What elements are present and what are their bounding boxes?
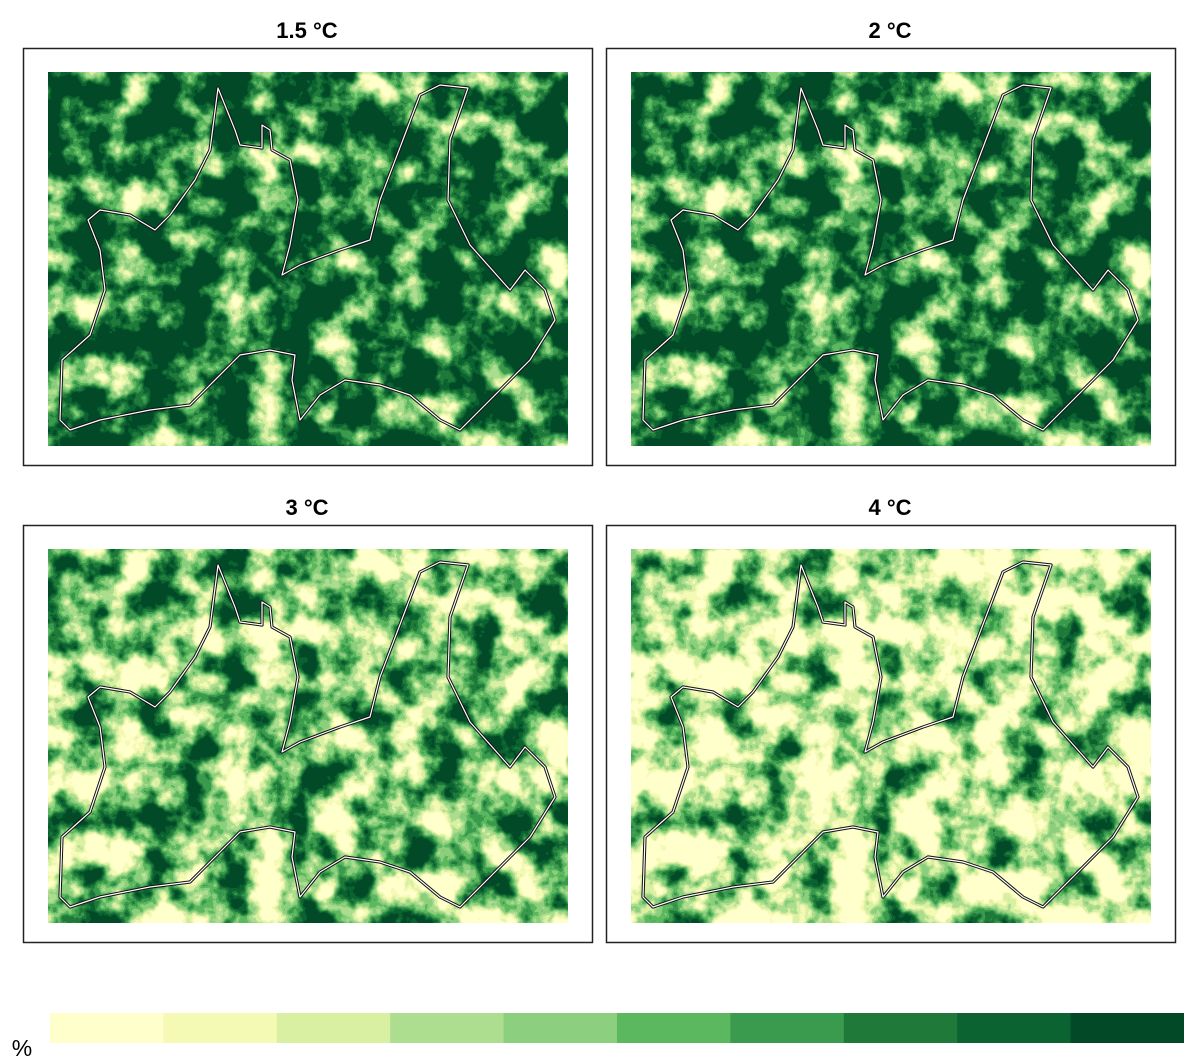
map-panel: 2 °C [605,18,1177,467]
legend-unit: % [12,1035,32,1057]
panel-title: 4 °C [868,495,911,520]
legend-swatch [163,1013,278,1043]
map-panel: 1.5 °C [22,18,594,467]
raster [631,72,1151,446]
panel-title: 1.5 °C [276,18,337,43]
legend-swatch [617,1013,731,1043]
legend-swatch [957,1013,1072,1043]
legend-swatch [1070,1013,1184,1043]
raster [631,549,1151,923]
raster [48,72,568,446]
raster [48,549,568,923]
panel-title: 2 °C [868,18,911,43]
legend-swatch [50,1013,164,1043]
panel-title: 3 °C [285,495,328,520]
legend-swatch [503,1013,618,1043]
legend-swatch [276,1013,391,1043]
map-panel: 4 °C [605,495,1177,944]
map-panel: 3 °C [22,495,594,944]
legend-swatch [390,1013,505,1043]
legend-swatch [843,1013,958,1043]
legend-swatch [730,1013,845,1043]
